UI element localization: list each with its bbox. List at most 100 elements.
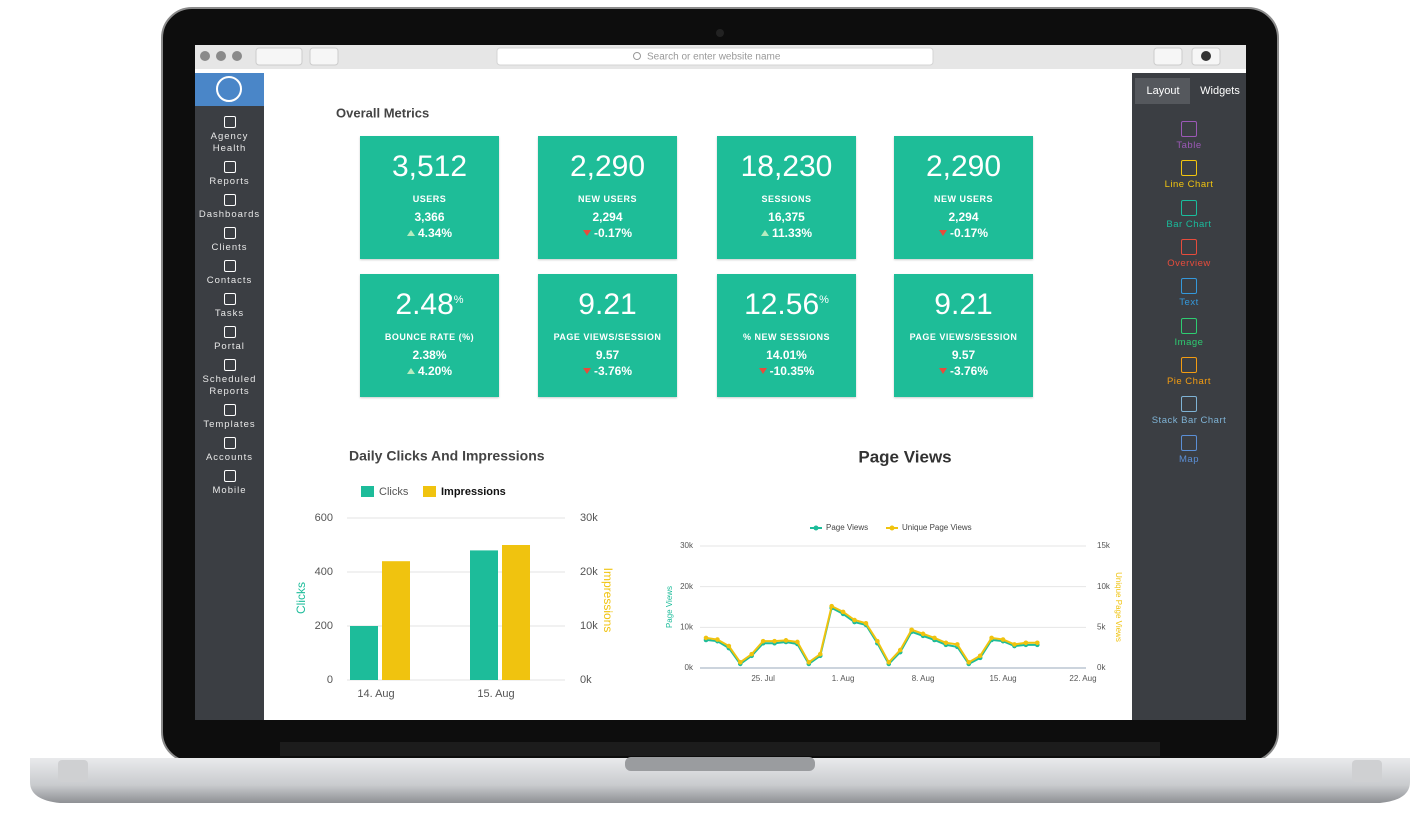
widget-label: Pie Chart (1166, 375, 1212, 387)
widget[interactable]: Pie Chart (1132, 356, 1246, 387)
change-text: 11.33% (771, 226, 813, 240)
y2-tick-label: 15k (1097, 541, 1111, 550)
y-tick-label: 20k (680, 582, 694, 591)
bar (382, 561, 410, 680)
value-text: 2,290 (925, 150, 1002, 183)
metric-previous: 2.38% (412, 348, 447, 362)
widget-label: Text (1179, 297, 1199, 309)
icon (1181, 121, 1197, 137)
bar (350, 626, 378, 680)
sidebar-label: Templates (203, 419, 256, 430)
widget[interactable]: Bar Chart (1132, 199, 1246, 230)
sidebar-toggle[interactable] (309, 47, 339, 66)
sidebar-item[interactable]: Contacts (195, 260, 264, 287)
icon (223, 161, 236, 173)
sidebar-item[interactable]: Templates (195, 404, 264, 431)
point (977, 653, 983, 659)
point (772, 638, 777, 644)
metric-value: 3,512 (360, 150, 499, 184)
sidebar-label: Contacts (206, 275, 253, 286)
metric-card: 9.21 PAGE VIEWS/SESSION 9.57 -3.76% (538, 274, 677, 397)
metric-label: BOUNCE RATE (%) (384, 332, 475, 342)
change-text: 4.34% (417, 226, 453, 240)
sidebar-label: Scheduled Reports (202, 374, 257, 397)
icon (223, 116, 236, 128)
icon (1181, 435, 1197, 452)
share-button[interactable] (1153, 47, 1183, 66)
y-tick-label: 200 (315, 620, 333, 632)
metric-previous: 9.57 (951, 348, 976, 362)
window-button[interactable] (216, 51, 226, 61)
nav-buttons[interactable] (255, 47, 303, 66)
metric-previous: 3,366 (414, 210, 445, 224)
sidebar-item[interactable]: Clients (195, 227, 264, 254)
legend-marker (889, 525, 895, 531)
logo (216, 76, 242, 102)
bar (502, 545, 530, 680)
y-axis-label: Clicks (294, 582, 308, 614)
point (909, 627, 914, 633)
tab[interactable]: Layout (1146, 85, 1179, 97)
metric-label: PAGE VIEWS/SESSION (909, 332, 1018, 342)
y2-axis-label: Unique Page Views (1114, 572, 1123, 642)
unit: % (819, 294, 829, 306)
y-tick-label: 600 (315, 512, 333, 524)
sidebar-item[interactable]: Tasks (195, 293, 264, 320)
icon (223, 470, 236, 482)
widget-label: Image (1174, 336, 1204, 348)
metric-label: % NEW SESSIONS (742, 332, 830, 342)
value-text: 2.48 (395, 288, 454, 321)
sidebar-item[interactable]: Mobile (195, 470, 264, 497)
widget[interactable]: Table (1132, 121, 1246, 151)
camera (716, 29, 724, 37)
sidebar-item[interactable]: Accounts (195, 437, 264, 464)
sidebar-label: Dashboards (198, 209, 261, 220)
change-text: 4.20% (417, 364, 453, 378)
tab[interactable]: Widgets (1200, 85, 1240, 97)
metric-previous: 2,294 (592, 210, 623, 224)
value-text: 18,230 (740, 150, 833, 183)
y-tick-label: 400 (315, 566, 333, 578)
sidebar-item[interactable]: Reports (195, 161, 264, 188)
point (863, 620, 869, 626)
icon (223, 437, 236, 449)
point (932, 635, 937, 641)
legend-label: Clicks (379, 486, 409, 498)
metric-change: 11.33% (717, 226, 856, 240)
unit: % (453, 294, 464, 306)
widget[interactable]: Text (1132, 278, 1246, 308)
sidebar-label: Mobile (212, 485, 247, 496)
window-button[interactable] (200, 51, 210, 61)
metric-previous: 14.01% (766, 348, 807, 362)
point (1000, 637, 1006, 642)
widget[interactable]: Stack Bar Chart (1132, 396, 1246, 426)
sidebar-item[interactable]: Dashboards (195, 194, 264, 221)
metric-change: -10.35% (717, 364, 856, 378)
widget[interactable]: Image (1132, 317, 1246, 348)
widget[interactable]: Line Chart (1132, 160, 1246, 190)
point (943, 640, 949, 646)
address-bar[interactable] (496, 47, 934, 66)
sidebar-item[interactable]: Portal (195, 326, 264, 353)
y2-axis-label: Impressions (601, 568, 615, 633)
widget[interactable]: Map (1132, 435, 1246, 465)
sidebar-label: Portal (214, 341, 245, 352)
window-button[interactable] (232, 51, 242, 61)
sidebar (195, 73, 264, 720)
point (760, 638, 766, 644)
y-tick-label: 0 (327, 674, 333, 686)
sidebar-item[interactable]: Agency Health (195, 116, 264, 155)
icon (223, 293, 236, 305)
point (875, 638, 880, 644)
y2-tick-label: 20k (580, 566, 598, 578)
icon (1181, 278, 1197, 295)
widget[interactable]: Overview (1132, 238, 1246, 269)
line (705, 604, 1038, 665)
sidebar-item[interactable]: Scheduled Reports (195, 359, 264, 398)
point (737, 660, 743, 665)
trend-arrow (938, 368, 947, 374)
metric-value: 18,230 (717, 150, 856, 184)
metric-value: 2,290 (538, 150, 677, 184)
metric-card: 12.56% % NEW SESSIONS 14.01% -10.35% (717, 274, 856, 397)
